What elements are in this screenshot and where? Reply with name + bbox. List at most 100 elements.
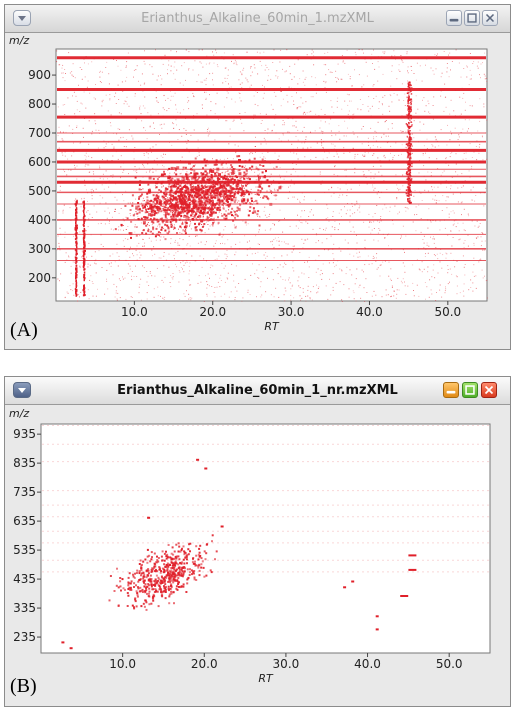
data-point bbox=[143, 127, 145, 129]
data-point bbox=[138, 286, 140, 288]
data-point bbox=[191, 168, 194, 171]
data-point bbox=[282, 134, 284, 136]
window-menu-button[interactable] bbox=[13, 10, 31, 26]
data-point bbox=[80, 206, 82, 208]
title-bar[interactable]: Erianthus_Alkaline_60min_1.mzXML bbox=[5, 5, 510, 33]
data-point bbox=[273, 223, 275, 225]
data-point bbox=[215, 103, 217, 105]
data-point bbox=[59, 249, 61, 251]
data-point bbox=[165, 193, 168, 196]
data-point bbox=[126, 139, 128, 140]
data-point bbox=[64, 80, 66, 82]
data-point bbox=[201, 220, 203, 223]
data-point bbox=[430, 221, 432, 223]
data-point bbox=[335, 134, 337, 136]
data-point bbox=[150, 214, 153, 217]
data-point bbox=[75, 286, 77, 288]
data-point bbox=[228, 87, 230, 89]
data-point bbox=[183, 197, 185, 199]
data-point bbox=[187, 210, 190, 213]
data-point bbox=[173, 229, 175, 230]
title-bar[interactable]: Erianthus_Alkaline_60min_1_nr.mzXML bbox=[5, 377, 510, 405]
data-point bbox=[83, 232, 86, 235]
data-point bbox=[435, 300, 437, 301]
maximize-button[interactable] bbox=[462, 382, 478, 398]
data-point bbox=[190, 186, 193, 189]
data-point bbox=[205, 77, 207, 79]
data-point bbox=[75, 208, 77, 211]
data-point bbox=[152, 200, 155, 203]
data-point bbox=[303, 199, 305, 201]
data-point bbox=[434, 255, 436, 257]
data-point bbox=[304, 78, 306, 80]
close-button[interactable] bbox=[482, 10, 498, 26]
data-point bbox=[378, 221, 380, 223]
data-point bbox=[83, 291, 85, 293]
window-menu-button[interactable] bbox=[13, 382, 31, 398]
data-point bbox=[435, 139, 437, 141]
data-point bbox=[342, 60, 344, 62]
data-point bbox=[292, 261, 294, 263]
data-point bbox=[82, 233, 85, 236]
data-point bbox=[127, 202, 129, 204]
data-point bbox=[189, 202, 191, 204]
data-point bbox=[186, 171, 188, 173]
data-point bbox=[129, 202, 131, 204]
data-point bbox=[354, 167, 356, 169]
data-point bbox=[470, 78, 472, 80]
data-point bbox=[408, 96, 410, 98]
data-point bbox=[323, 64, 325, 66]
scatter-plot-a[interactable]: 10.0 20.0 30.0 40.0 50.090080070060050040030… bbox=[5, 5, 510, 349]
data-point bbox=[276, 240, 278, 242]
data-point bbox=[218, 193, 221, 196]
minimize-button[interactable] bbox=[446, 10, 462, 26]
data-point bbox=[210, 185, 213, 188]
data-point bbox=[366, 292, 368, 293]
data-point bbox=[231, 214, 233, 217]
data-point bbox=[257, 277, 259, 278]
close-button[interactable] bbox=[481, 382, 497, 398]
data-point bbox=[470, 167, 472, 169]
data-point bbox=[220, 199, 223, 202]
maximize-button[interactable] bbox=[464, 10, 480, 26]
data-point bbox=[307, 289, 309, 291]
data-point bbox=[303, 126, 305, 128]
scatter-plot-b[interactable]: 10.0 20.0 30.0 40.0 50.093583573563553543533… bbox=[5, 377, 510, 706]
data-point bbox=[288, 131, 290, 133]
data-point bbox=[166, 224, 169, 227]
data-point bbox=[179, 129, 180, 130]
data-point bbox=[190, 185, 192, 187]
data-point bbox=[69, 72, 71, 74]
data-point bbox=[223, 205, 224, 207]
minimize-button[interactable] bbox=[443, 382, 459, 398]
data-point bbox=[68, 169, 69, 171]
data-point bbox=[393, 50, 395, 52]
data-point bbox=[328, 189, 330, 191]
data-point bbox=[212, 184, 214, 185]
data-point bbox=[213, 168, 214, 169]
data-point bbox=[104, 223, 106, 225]
data-point bbox=[208, 214, 210, 215]
data-point bbox=[397, 187, 399, 189]
data-point bbox=[158, 209, 161, 212]
minimize-icon bbox=[446, 390, 456, 394]
data-point bbox=[409, 179, 412, 181]
data-point bbox=[57, 106, 59, 108]
data-point bbox=[406, 171, 408, 173]
data-point bbox=[272, 223, 274, 224]
data-point bbox=[338, 125, 340, 127]
data-point bbox=[75, 272, 77, 275]
data-point bbox=[456, 260, 458, 262]
data-point bbox=[319, 227, 321, 229]
data-point bbox=[195, 207, 198, 210]
data-point bbox=[203, 258, 205, 260]
data-point bbox=[380, 216, 382, 217]
data-point bbox=[135, 205, 139, 209]
data-point bbox=[371, 263, 373, 265]
data-point bbox=[407, 82, 409, 85]
data-point bbox=[149, 205, 151, 207]
data-point bbox=[218, 118, 219, 120]
data-point bbox=[336, 100, 338, 102]
data-point bbox=[201, 203, 205, 207]
data-point bbox=[194, 214, 196, 217]
